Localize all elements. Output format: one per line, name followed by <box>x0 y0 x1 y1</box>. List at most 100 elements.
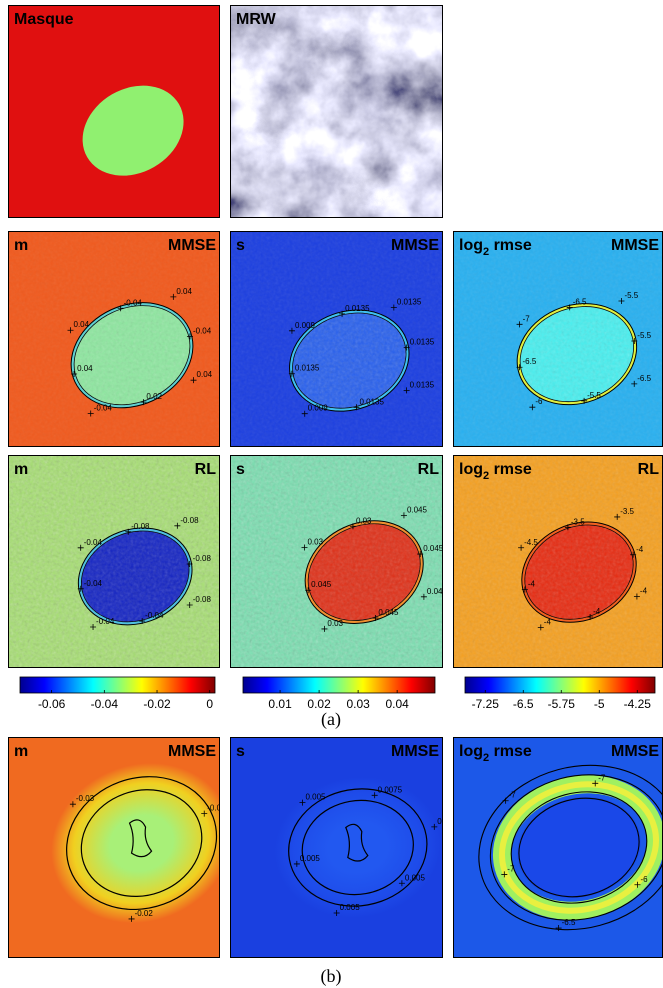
colorbar-tick-label: -5 <box>594 697 605 711</box>
contour-label: 0.03 <box>307 537 323 546</box>
label-marker <box>299 799 306 806</box>
label-marker <box>537 624 544 631</box>
contour-label: -0.04 <box>96 617 115 626</box>
contour-label: 0.0135 <box>295 364 320 373</box>
label-marker <box>403 344 410 351</box>
panel-title: s <box>236 743 245 760</box>
label-marker <box>293 860 300 867</box>
label-marker <box>77 585 84 592</box>
label-marker <box>403 387 410 394</box>
panel-title-right: RL <box>638 461 660 478</box>
panel-title-right: MMSE <box>168 237 216 254</box>
colorbar <box>242 676 436 694</box>
contour-label: -6.5 <box>637 374 651 383</box>
colorbar-tick-label: -5.75 <box>548 697 576 711</box>
label-marker <box>201 810 208 817</box>
label-marker <box>69 801 76 808</box>
colorbar-tick-label: -0.06 <box>38 697 66 711</box>
label-marker <box>288 370 295 377</box>
panel: -0.04 -0.08 -0.08 -0.08 -0.08 -0.04 -0.04 -0.04 <box>8 455 220 668</box>
title-part: s <box>236 237 245 254</box>
contour-label: 0.0075 <box>378 785 403 794</box>
label-marker <box>349 523 356 530</box>
label-marker <box>288 327 295 334</box>
title-part: m <box>14 461 28 478</box>
label-marker <box>566 304 573 311</box>
label-marker <box>631 380 638 387</box>
contour-label: -5.5 <box>587 391 601 400</box>
contour-label: -3.5 <box>620 507 634 516</box>
label-marker <box>353 404 360 411</box>
contour-label: -0.04 <box>193 326 212 335</box>
contour-label: -4 <box>593 607 601 616</box>
contour <box>66 776 218 911</box>
contour-label: 0.0135 <box>345 304 370 313</box>
contour-label: 0.009 <box>295 321 316 330</box>
panel-title-right: MMSE <box>391 743 439 760</box>
frame <box>230 231 443 447</box>
colorbar-tick-label: 0.03 <box>346 697 370 711</box>
panel: 0.04 -0.04 0.04 -0.04 0.04 0.02 -0.04 0.04 <box>8 231 220 447</box>
contour-label: 0.045 <box>311 580 332 589</box>
title-part: m <box>14 237 28 254</box>
contour-label: -0.04 <box>84 538 103 547</box>
panel-title-right: RL <box>195 461 217 478</box>
contour-label: 0.045 <box>407 505 428 514</box>
panel: 0.005 0.0075 0.0075 0.005 0.005 0.005 <box>230 737 443 958</box>
label-marker <box>618 298 625 305</box>
panel-title: log2 rmse <box>459 461 532 482</box>
contour-label: -5.5 <box>637 331 651 340</box>
label-marker <box>140 399 147 406</box>
label-marker <box>555 925 562 932</box>
label-marker <box>516 321 523 328</box>
label-marker <box>417 551 424 558</box>
label-marker <box>174 522 181 529</box>
label-marker <box>305 587 312 594</box>
colorbar <box>464 676 656 694</box>
label-marker <box>67 327 74 334</box>
frame <box>8 5 220 218</box>
contour <box>489 774 663 921</box>
contour-label: -0.08 <box>193 595 212 604</box>
label-marker <box>633 593 640 600</box>
contour <box>128 819 153 858</box>
contour-label: 0.045 <box>423 544 444 553</box>
contour-label: -6 <box>640 875 648 884</box>
contour-label: -7 <box>507 864 515 873</box>
region <box>498 781 660 914</box>
label-marker <box>186 561 193 568</box>
contour-label: -6 <box>535 397 543 406</box>
title-part: rmse <box>489 461 532 478</box>
contour-label: 0.04 <box>176 287 192 296</box>
label-marker <box>634 881 641 888</box>
frame <box>8 737 220 958</box>
label-marker <box>87 410 94 417</box>
panel-title-right: MMSE <box>611 237 659 254</box>
panel: -7 -6.5 -5.5 -5.5 -6.5 -5.5 -6 -6.5 <box>453 231 663 447</box>
panel-title: MRW <box>236 11 277 28</box>
label-marker <box>128 915 135 922</box>
contour-label: -4.5 <box>524 538 538 547</box>
label-marker <box>301 410 308 417</box>
contour-label: -0.08 <box>193 554 212 563</box>
label-marker <box>190 377 197 384</box>
contour-label: -6.5 <box>562 918 576 927</box>
label-marker <box>139 618 146 625</box>
panel <box>8 5 220 218</box>
title-part: s <box>236 743 245 760</box>
panel-title: s <box>236 237 245 254</box>
label-marker <box>529 404 536 411</box>
contour-label: -6.5 <box>573 297 587 306</box>
contour-label: 0.0135 <box>410 337 435 346</box>
contour <box>288 788 428 907</box>
caption: (b) <box>321 966 342 987</box>
label-marker <box>77 544 84 551</box>
contour <box>345 823 369 862</box>
panel-title: log2 rmse <box>459 237 532 258</box>
colorbar-tick-label: 0.04 <box>385 697 409 711</box>
label-marker <box>587 613 594 620</box>
label-marker <box>420 593 427 600</box>
contour-label: 0.0135 <box>410 380 435 389</box>
panel-title-right: MMSE <box>168 743 216 760</box>
